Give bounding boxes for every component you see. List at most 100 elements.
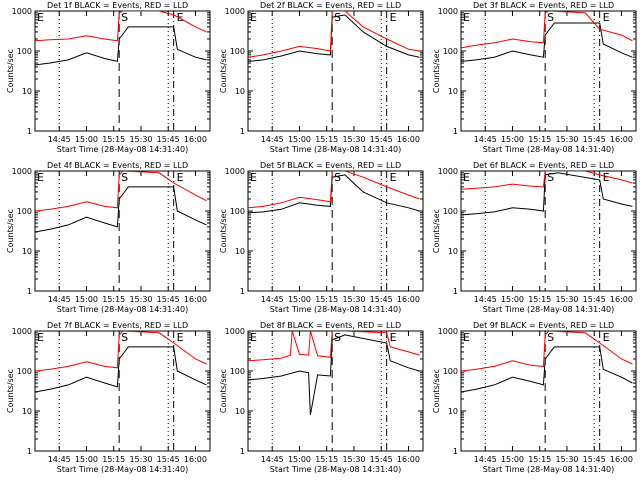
series-line-events [35,186,207,233]
x-axis-label: Start Time (28-May-08 14:31:40) [270,305,401,314]
marker-e-end: E [177,11,184,24]
marker-e-start: E [463,11,470,24]
x-tick-label: 16:00 [610,455,633,464]
marker-e-start: E [37,11,44,24]
y-axis-label: Counts/sec [432,49,441,93]
x-tick-label: 14:45 [474,455,497,464]
series-line-events [461,172,633,216]
marker-e-end: E [603,171,610,184]
y-axis-label: Counts/sec [6,49,15,93]
x-axis-label: Start Time (28-May-08 14:31:40) [57,145,188,154]
y-tick-label: 1 [27,127,32,136]
y-tick-label: 1 [240,287,245,296]
series-line-lld [248,171,420,209]
x-tick-label: 15:15 [315,295,338,304]
series-line-events [35,26,207,66]
panel-title: Det 6f BLACK = Events, RED = LLD [473,161,614,170]
x-tick-label: 15:30 [342,295,365,304]
x-tick-label: 15:15 [102,135,125,144]
y-axis-label: Counts/sec [6,209,15,253]
x-tick-label: 16:00 [397,295,420,304]
x-tick-label: 15:15 [102,455,125,464]
y-tick-label: 1 [240,127,245,136]
series-line-events [461,22,633,62]
x-tick-label: 16:00 [397,135,420,144]
x-tick-label: 15:00 [288,295,311,304]
x-tick-label: 15:30 [342,135,365,144]
x-tick-label: 15:30 [555,455,578,464]
y-tick-label: 100 [443,47,458,56]
panel-3: Det 3f BLACK = Events, RED = LLD 1 10 100 10… [432,1,637,154]
x-tick-label: 16:00 [610,135,633,144]
y-tick-label: 1000 [438,7,458,16]
x-tick-label: 15:30 [129,135,152,144]
x-tick-label: 15:00 [288,455,311,464]
x-tick-label: 16:00 [184,135,207,144]
marker-s: S [547,11,554,24]
x-tick-label: 15:45 [370,295,393,304]
x-tick-label: 15:00 [501,455,524,464]
plot-frame [460,330,637,452]
y-tick-label: 1 [453,447,458,456]
panel-5: Det 5f BLACK = Events, RED = LLD 1 10 100 10… [219,161,424,314]
y-tick-label: 100 [17,367,32,376]
x-tick-label: 14:45 [261,455,284,464]
y-tick-label: 1000 [225,327,245,336]
y-tick-label: 1 [453,127,458,136]
y-tick-label: 10 [22,407,32,416]
series-line-events [248,334,420,415]
y-tick-label: 10 [235,247,245,256]
x-axis-label: Start Time (28-May-08 14:31:40) [270,465,401,474]
y-tick-label: 100 [443,367,458,376]
panel-title: Det 5f BLACK = Events, RED = LLD [260,161,401,170]
x-tick-label: 15:45 [583,135,606,144]
x-tick-label: 15:15 [528,135,551,144]
marker-s: S [547,331,554,344]
panel-title: Det 4f BLACK = Events, RED = LLD [47,161,188,170]
series-line-lld [35,171,207,212]
y-tick-label: 10 [235,407,245,416]
y-tick-label: 100 [230,207,245,216]
x-axis-label: Start Time (28-May-08 14:31:40) [57,465,188,474]
x-tick-label: 15:00 [288,135,311,144]
x-tick-label: 15:00 [75,135,98,144]
x-tick-label: 15:45 [370,135,393,144]
marker-s: S [334,171,341,184]
panel-7: Det 7f BLACK = Events, RED = LLD 1 10 100 10… [6,321,211,474]
x-tick-label: 14:45 [48,295,71,304]
plot-frame [247,10,424,132]
x-tick-label: 15:15 [102,295,125,304]
y-tick-label: 100 [230,47,245,56]
y-tick-label: 1000 [12,7,32,16]
marker-e-start: E [37,331,44,344]
marker-e-end: E [603,11,610,24]
x-tick-label: 15:30 [129,295,152,304]
marker-e-start: E [250,171,257,184]
series-line-events [461,346,633,393]
x-axis-label: Start Time (28-May-08 14:31:40) [483,465,614,474]
marker-e-end: E [177,331,184,344]
series-line-lld [461,171,633,190]
x-tick-label: 14:45 [261,135,284,144]
panel-title: Det 9f BLACK = Events, RED = LLD [473,321,614,330]
series-line-lld [35,11,207,42]
panel-title: Det 7f BLACK = Events, RED = LLD [47,321,188,330]
panel-2: Det 2f BLACK = Events, RED = LLD 1 10 100 10… [219,1,424,154]
x-tick-label: 15:00 [501,135,524,144]
x-tick-label: 14:45 [474,135,497,144]
x-tick-label: 15:00 [75,455,98,464]
x-tick-label: 14:45 [48,455,71,464]
y-axis-label: Counts/sec [432,209,441,253]
x-tick-label: 15:30 [555,295,578,304]
panel-6: Det 6f BLACK = Events, RED = LLD 1 10 100 10… [432,161,637,314]
x-tick-label: 15:15 [528,455,551,464]
x-tick-label: 15:15 [315,135,338,144]
panel-title: Det 8f BLACK = Events, RED = LLD [260,321,401,330]
y-tick-label: 1000 [225,7,245,16]
x-tick-label: 14:45 [474,295,497,304]
marker-e-end: E [390,11,397,24]
x-tick-label: 16:00 [397,455,420,464]
series-line-lld [461,331,633,372]
y-tick-label: 1000 [225,167,245,176]
